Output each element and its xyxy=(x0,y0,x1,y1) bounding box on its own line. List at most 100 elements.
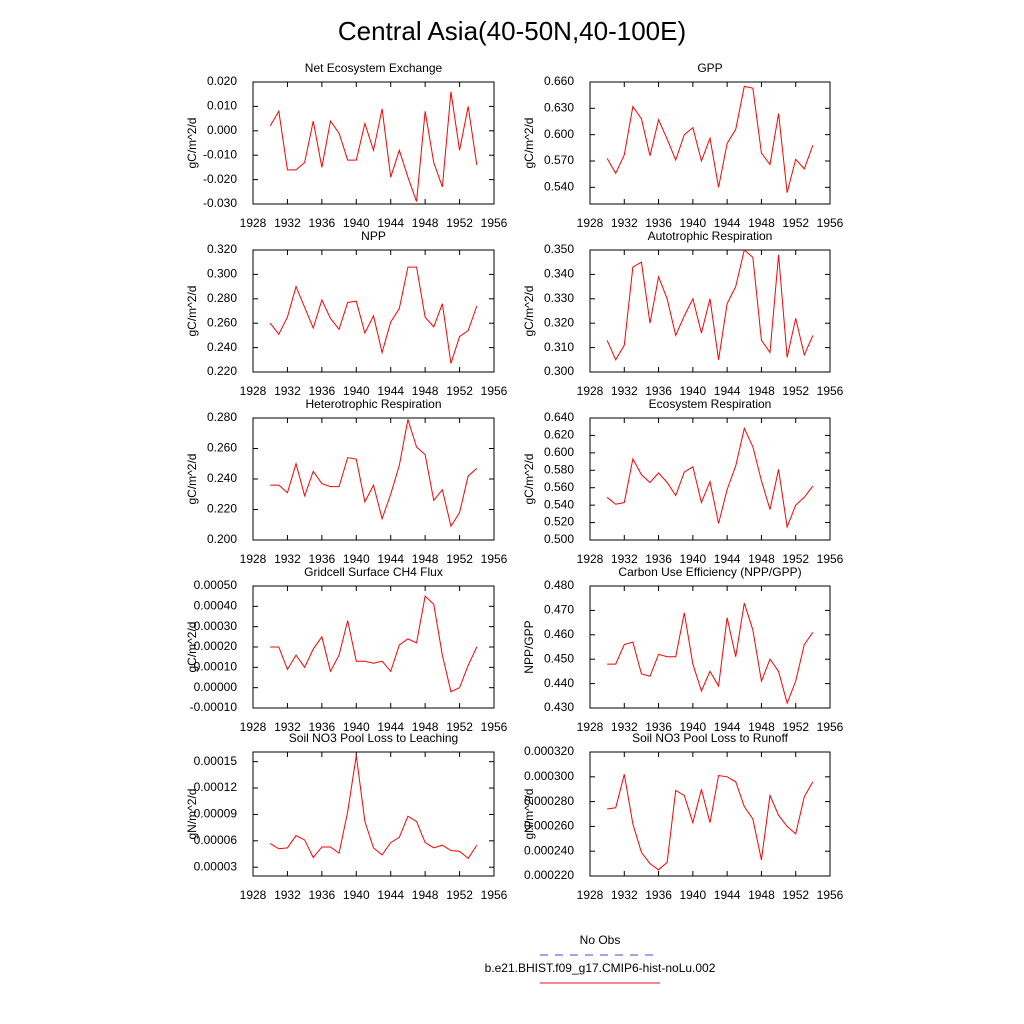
y-tick-label: 0.00015 xyxy=(194,754,238,768)
y-axis-label: gC/m^2/d xyxy=(522,118,536,169)
y-tick-label: 0.500 xyxy=(544,532,574,546)
y-tick-label: 0.00020 xyxy=(194,639,238,653)
y-axis-label: gC/m^2/d xyxy=(522,286,536,337)
x-tick-label: 1944 xyxy=(714,720,741,734)
y-tick-label: 0.00006 xyxy=(194,833,238,847)
y-tick-label: 0.570 xyxy=(544,153,574,167)
x-tick-label: 1944 xyxy=(377,720,404,734)
panel-title: Soil NO3 Pool Loss to Runoff xyxy=(632,731,789,745)
x-tick-label: 1932 xyxy=(611,888,638,902)
x-tick-label: 1952 xyxy=(446,720,473,734)
y-axis-label: gC/m^2/d xyxy=(185,286,199,337)
data-line xyxy=(606,85,814,193)
x-tick-label: 1940 xyxy=(343,888,370,902)
y-tick-label: 0.000300 xyxy=(524,769,574,783)
y-tick-label: -0.00010 xyxy=(190,700,238,714)
legend-label: No Obs xyxy=(580,933,621,947)
y-tick-label: 0.430 xyxy=(544,700,574,714)
x-tick-label: 1948 xyxy=(412,720,439,734)
data-line xyxy=(607,602,814,705)
plot-frame xyxy=(252,81,495,205)
y-tick-label: 0.010 xyxy=(207,99,237,113)
figure-title: Central Asia(40-50N,40-100E) xyxy=(338,16,686,46)
x-tick-label: 1956 xyxy=(481,216,508,230)
x-tick-label: 1940 xyxy=(680,720,707,734)
x-tick-label: 1940 xyxy=(343,552,370,566)
plot-frame xyxy=(589,81,831,205)
data-line xyxy=(270,419,478,528)
panel-title: Soil NO3 Pool Loss to Leaching xyxy=(289,731,458,745)
x-tick-label: 1932 xyxy=(611,384,638,398)
x-tick-label: 1944 xyxy=(714,552,741,566)
panel-title: Ecosystem Respiration xyxy=(649,397,772,411)
x-tick-label: 1948 xyxy=(412,888,439,902)
y-axis-label: gC/m^2/d xyxy=(522,454,536,505)
y-tick-label: 0.330 xyxy=(544,291,574,305)
x-tick-label: 1940 xyxy=(343,384,370,398)
x-tick-label: 1952 xyxy=(782,888,809,902)
x-tick-label: 1936 xyxy=(645,216,672,230)
x-tick-label: 1928 xyxy=(577,552,604,566)
panel-title: Gridcell Surface CH4 Flux xyxy=(304,565,443,579)
x-tick-label: 1928 xyxy=(577,888,604,902)
panel-title: NPP xyxy=(361,229,386,243)
data-line xyxy=(269,91,478,202)
x-tick-label: 1936 xyxy=(645,888,672,902)
x-tick-label: 1956 xyxy=(481,888,508,902)
y-tick-label: 0.660 xyxy=(544,74,574,88)
x-tick-label: 1952 xyxy=(446,216,473,230)
y-tick-label: 0.520 xyxy=(544,515,574,529)
x-tick-label: 1936 xyxy=(645,552,672,566)
plot-frame xyxy=(252,585,495,709)
x-tick-label: 1936 xyxy=(309,720,336,734)
data-line xyxy=(269,266,478,364)
y-tick-label: 0.340 xyxy=(544,267,574,281)
x-tick-label: 1928 xyxy=(577,384,604,398)
x-tick-label: 1948 xyxy=(748,888,775,902)
x-tick-label: 1956 xyxy=(481,552,508,566)
y-tick-label: 0.540 xyxy=(544,497,574,511)
x-tick-label: 1928 xyxy=(240,888,267,902)
panel-title: Net Ecosystem Exchange xyxy=(305,61,443,75)
x-tick-label: 1936 xyxy=(309,552,336,566)
plot-frame xyxy=(252,751,495,877)
x-tick-label: 1944 xyxy=(714,216,741,230)
plot-frame xyxy=(589,585,831,709)
y-tick-label: 0.320 xyxy=(544,315,574,329)
y-tick-label: 0.00030 xyxy=(194,619,238,633)
x-tick-label: 1956 xyxy=(817,216,844,230)
y-tick-label: -0.010 xyxy=(203,147,237,161)
y-tick-label: 0.00012 xyxy=(194,780,238,794)
y-tick-label: 0.300 xyxy=(207,267,237,281)
y-tick-label: 0.300 xyxy=(544,364,574,378)
x-tick-label: 1944 xyxy=(714,888,741,902)
y-tick-label: -0.020 xyxy=(203,172,237,186)
y-tick-label: 0.240 xyxy=(207,471,237,485)
x-tick-label: 1948 xyxy=(412,384,439,398)
y-tick-label: 0.600 xyxy=(544,127,574,141)
y-tick-label: 0.000260 xyxy=(524,819,574,833)
x-tick-label: 1936 xyxy=(645,384,672,398)
x-tick-label: 1952 xyxy=(782,720,809,734)
x-tick-label: 1944 xyxy=(377,888,404,902)
x-tick-label: 1944 xyxy=(377,216,404,230)
y-tick-label: 0.240 xyxy=(207,340,237,354)
y-tick-label: 0.00003 xyxy=(194,859,238,873)
x-tick-label: 1928 xyxy=(577,720,604,734)
x-tick-label: 1940 xyxy=(343,216,370,230)
y-tick-label: 0.00009 xyxy=(194,807,238,821)
y-tick-label: 0.280 xyxy=(207,291,237,305)
data-line xyxy=(270,595,478,693)
y-tick-label: 0.480 xyxy=(544,578,574,592)
x-tick-label: 1928 xyxy=(240,720,267,734)
x-tick-label: 1936 xyxy=(309,216,336,230)
x-tick-label: 1956 xyxy=(481,720,508,734)
x-tick-label: 1952 xyxy=(782,216,809,230)
y-tick-label: 0.00040 xyxy=(194,599,238,613)
x-tick-label: 1956 xyxy=(817,720,844,734)
y-axis-label: NPP/GPP xyxy=(522,620,536,673)
x-tick-label: 1956 xyxy=(817,552,844,566)
plot-frame xyxy=(252,417,495,541)
x-tick-label: 1944 xyxy=(377,552,404,566)
data-line xyxy=(606,249,814,361)
